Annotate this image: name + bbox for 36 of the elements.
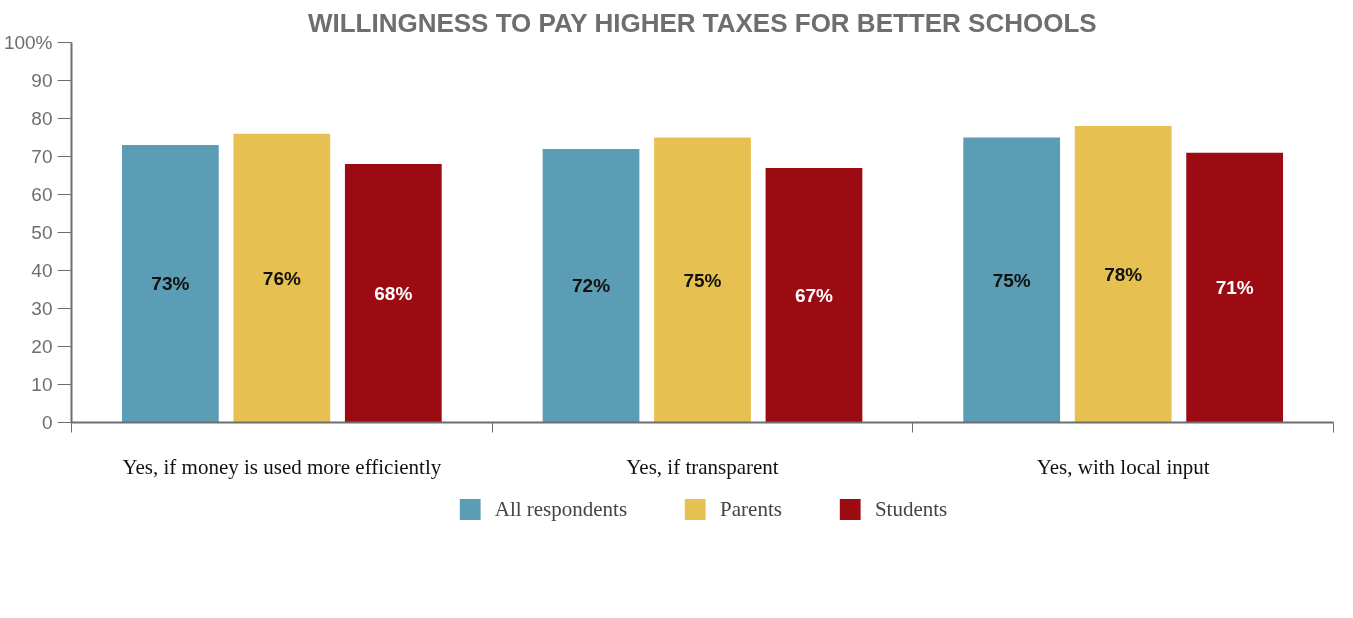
bar: [765, 167, 863, 423]
legend-label: All respondents: [494, 496, 628, 522]
bar: [233, 133, 331, 423]
bar: [654, 137, 751, 423]
data-label: 68%: [374, 282, 413, 304]
bar: [1074, 126, 1172, 423]
y-tick-label: 60: [31, 184, 53, 205]
x-tick-label: Yes, if money is used more efficiently: [122, 454, 442, 479]
data-label: 67%: [794, 284, 834, 306]
y-tick-label: 100%: [3, 32, 53, 53]
y-tick-label: 0: [41, 412, 53, 433]
data-label: 75%: [992, 269, 1031, 291]
y-tick-label: 40: [31, 260, 53, 281]
bar: [344, 164, 442, 423]
bar: [542, 148, 640, 423]
data-label: 73%: [151, 273, 190, 295]
data-label: 78%: [1104, 263, 1143, 285]
data-label: 72%: [572, 275, 611, 297]
bar: [1186, 152, 1284, 423]
y-tick-label: 20: [31, 336, 53, 357]
data-label: 75%: [683, 269, 722, 291]
legend-label: Parents: [720, 496, 782, 522]
y-tick-label: 80: [31, 108, 53, 129]
data-label: 76%: [262, 267, 301, 289]
legend-label: Students: [874, 496, 948, 522]
x-tick-label: Yes, with local input: [1036, 454, 1210, 479]
data-label: 71%: [1215, 277, 1254, 299]
y-tick-label: 30: [31, 298, 53, 319]
y-tick-label: 90: [31, 70, 53, 91]
chart-title: WILLINGNESS TO PAY HIGHER TAXES FOR BETTER SCHOOLS: [307, 7, 1097, 38]
y-tick-label: 10: [31, 374, 53, 395]
bar: [963, 137, 1061, 423]
bar: [121, 145, 219, 423]
y-tick-label: 70: [31, 146, 53, 167]
y-tick-label: 50: [31, 222, 53, 243]
x-tick-label: Yes, if transparent: [626, 454, 779, 479]
